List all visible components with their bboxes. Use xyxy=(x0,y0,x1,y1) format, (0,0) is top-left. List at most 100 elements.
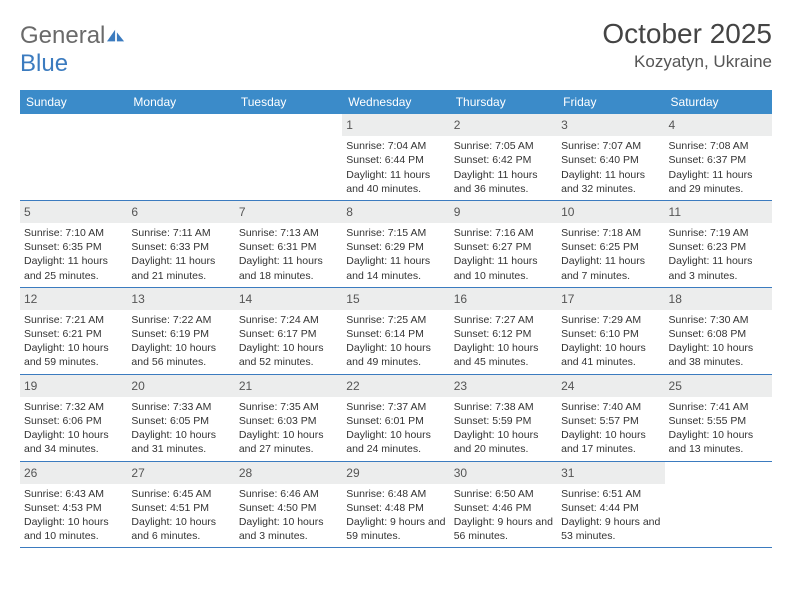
day-details: Sunrise: 7:37 AMSunset: 6:01 PMDaylight:… xyxy=(346,400,445,457)
day-details: Sunrise: 7:27 AMSunset: 6:12 PMDaylight:… xyxy=(454,313,553,370)
day-18: 18Sunrise: 7:30 AMSunset: 6:08 PMDayligh… xyxy=(665,288,772,374)
day-25: 25Sunrise: 7:41 AMSunset: 5:55 PMDayligh… xyxy=(665,375,772,461)
day-5: 5Sunrise: 7:10 AMSunset: 6:35 PMDaylight… xyxy=(20,201,127,287)
title-block: October 2025 Kozyatyn, Ukraine xyxy=(602,18,772,72)
day-details: Sunrise: 7:33 AMSunset: 6:05 PMDaylight:… xyxy=(131,400,230,457)
day-number: 28 xyxy=(235,462,342,484)
day-number: 30 xyxy=(450,462,557,484)
day-15: 15 Sunrise: 7:25 AMSunset: 6:14 PMDayligh… xyxy=(342,288,449,374)
day-details: Sunrise: 7:22 AMSunset: 6:19 PMDaylight:… xyxy=(131,313,230,370)
day-number: 9 xyxy=(450,201,557,223)
logo-word2: Blue xyxy=(20,50,68,77)
dow-saturday: Saturday xyxy=(665,90,772,114)
day-number: 1 xyxy=(342,114,449,136)
day-31: 31Sunrise: 6:51 AMSunset: 4:44 PMDayligh… xyxy=(557,462,664,548)
calendar: SundayMondayTuesdayWednesdayThursdayFrid… xyxy=(20,90,772,548)
day-number: 23 xyxy=(450,375,557,397)
day-number: 15 xyxy=(342,288,449,310)
day-number: 10 xyxy=(557,201,664,223)
day-6: 6 Sunrise: 7:11 AMSunset: 6:33 PMDaylight… xyxy=(127,201,234,287)
month-title: October 2025 xyxy=(602,18,772,50)
dow-sunday: Sunday xyxy=(20,90,127,114)
day-number: 22 xyxy=(342,375,449,397)
week-row: 26 Sunrise: 6:43 AMSunset: 4:53 PMDayligh… xyxy=(20,462,772,549)
day-details: Sunrise: 7:07 AMSunset: 6:40 PMDaylight:… xyxy=(561,139,660,196)
dow-tuesday: Tuesday xyxy=(235,90,342,114)
dow-row: SundayMondayTuesdayWednesdayThursdayFrid… xyxy=(20,90,772,114)
day-details: Sunrise: 7:13 AMSunset: 6:31 PMDaylight:… xyxy=(239,226,338,283)
day-details: Sunrise: 7:21 AMSunset: 6:21 PMDaylight:… xyxy=(24,313,123,370)
day-22: 22 Sunrise: 7:37 AMSunset: 6:01 PMDayligh… xyxy=(342,375,449,461)
day-details: Sunrise: 6:50 AMSunset: 4:46 PMDaylight:… xyxy=(454,487,553,544)
day-11: 11 Sunrise: 7:19 AMSunset: 6:23 PMDayligh… xyxy=(665,201,772,287)
day-details: Sunrise: 6:51 AMSunset: 4:44 PMDaylight:… xyxy=(561,487,660,544)
day-28: 28 Sunrise: 6:46 AMSunset: 4:50 PMDayligh… xyxy=(235,462,342,548)
day-number: 17 xyxy=(557,288,664,310)
day-number: 21 xyxy=(235,375,342,397)
day-number: 16 xyxy=(450,288,557,310)
logo-text: General Blue xyxy=(20,22,125,78)
day-details: Sunrise: 6:48 AMSunset: 4:48 PMDaylight:… xyxy=(346,487,445,544)
day-details: Sunrise: 7:04 AMSunset: 6:44 PMDaylight:… xyxy=(346,139,445,196)
day-empty: . xyxy=(235,114,342,200)
day-number: 19 xyxy=(20,375,127,397)
day-8: 8 Sunrise: 7:15 AMSunset: 6:29 PMDaylight… xyxy=(342,201,449,287)
day-16: 16 Sunrise: 7:27 AMSunset: 6:12 PMDayligh… xyxy=(450,288,557,374)
day-details: Sunrise: 6:45 AMSunset: 4:51 PMDaylight:… xyxy=(131,487,230,544)
day-number: 8 xyxy=(342,201,449,223)
day-details: Sunrise: 7:35 AMSunset: 6:03 PMDaylight:… xyxy=(239,400,338,457)
day-26: 26 Sunrise: 6:43 AMSunset: 4:53 PMDayligh… xyxy=(20,462,127,548)
header: General Blue October 2025 Kozyatyn, Ukra… xyxy=(20,18,772,78)
day-number: 2 xyxy=(450,114,557,136)
day-14: 14 Sunrise: 7:24 AMSunset: 6:17 PMDayligh… xyxy=(235,288,342,374)
day-number: 6 xyxy=(127,201,234,223)
day-empty: . xyxy=(20,114,127,200)
day-12: 12 Sunrise: 7:21 AMSunset: 6:21 PMDayligh… xyxy=(20,288,127,374)
day-number: 4 xyxy=(665,114,772,136)
week-row: 19 Sunrise: 7:32 AMSunset: 6:06 PMDayligh… xyxy=(20,375,772,462)
day-number: 3 xyxy=(557,114,664,136)
day-details: Sunrise: 7:25 AMSunset: 6:14 PMDaylight:… xyxy=(346,313,445,370)
day-details: Sunrise: 7:11 AMSunset: 6:33 PMDaylight:… xyxy=(131,226,230,283)
day-details: Sunrise: 7:05 AMSunset: 6:42 PMDaylight:… xyxy=(454,139,553,196)
day-number: 29 xyxy=(342,462,449,484)
day-10: 10 Sunrise: 7:18 AMSunset: 6:25 PMDayligh… xyxy=(557,201,664,287)
day-details: Sunrise: 7:15 AMSunset: 6:29 PMDaylight:… xyxy=(346,226,445,283)
dow-friday: Friday xyxy=(557,90,664,114)
day-details: Sunrise: 7:18 AMSunset: 6:25 PMDaylight:… xyxy=(561,226,660,283)
day-number: 5 xyxy=(20,201,127,223)
day-number: 7 xyxy=(235,201,342,223)
day-19: 19 Sunrise: 7:32 AMSunset: 6:06 PMDayligh… xyxy=(20,375,127,461)
day-21: 21 Sunrise: 7:35 AMSunset: 6:03 PMDayligh… xyxy=(235,375,342,461)
dow-monday: Monday xyxy=(127,90,234,114)
logo-word1: General xyxy=(20,22,105,49)
day-details: Sunrise: 7:19 AMSunset: 6:23 PMDaylight:… xyxy=(669,226,768,283)
day-number: 25 xyxy=(665,375,772,397)
day-details: Sunrise: 6:43 AMSunset: 4:53 PMDaylight:… xyxy=(24,487,123,544)
week-row: ...1Sunrise: 7:04 AMSunset: 6:44 PMDayli… xyxy=(20,114,772,201)
day-details: Sunrise: 7:29 AMSunset: 6:10 PMDaylight:… xyxy=(561,313,660,370)
day-details: Sunrise: 7:32 AMSunset: 6:06 PMDaylight:… xyxy=(24,400,123,457)
day-number: 12 xyxy=(20,288,127,310)
day-13: 13 Sunrise: 7:22 AMSunset: 6:19 PMDayligh… xyxy=(127,288,234,374)
day-number: 13 xyxy=(127,288,234,310)
day-number: 20 xyxy=(127,375,234,397)
day-details: Sunrise: 6:46 AMSunset: 4:50 PMDaylight:… xyxy=(239,487,338,544)
day-number: 11 xyxy=(665,201,772,223)
day-7: 7 Sunrise: 7:13 AMSunset: 6:31 PMDaylight… xyxy=(235,201,342,287)
logo-sail-icon xyxy=(107,29,125,43)
day-1: 1 Sunrise: 7:04 AMSunset: 6:44 PMDaylight… xyxy=(342,114,449,200)
dow-wednesday: Wednesday xyxy=(342,90,449,114)
location: Kozyatyn, Ukraine xyxy=(602,52,772,72)
day-4: 4Sunrise: 7:08 AMSunset: 6:37 PMDaylight… xyxy=(665,114,772,200)
day-empty: . xyxy=(127,114,234,200)
logo: General Blue xyxy=(20,18,125,78)
day-20: 20 Sunrise: 7:33 AMSunset: 6:05 PMDayligh… xyxy=(127,375,234,461)
dow-thursday: Thursday xyxy=(450,90,557,114)
day-number: 14 xyxy=(235,288,342,310)
day-number: 26 xyxy=(20,462,127,484)
day-details: Sunrise: 7:40 AMSunset: 5:57 PMDaylight:… xyxy=(561,400,660,457)
week-row: 5Sunrise: 7:10 AMSunset: 6:35 PMDaylight… xyxy=(20,201,772,288)
day-details: Sunrise: 7:24 AMSunset: 6:17 PMDaylight:… xyxy=(239,313,338,370)
day-2: 2 Sunrise: 7:05 AMSunset: 6:42 PMDaylight… xyxy=(450,114,557,200)
